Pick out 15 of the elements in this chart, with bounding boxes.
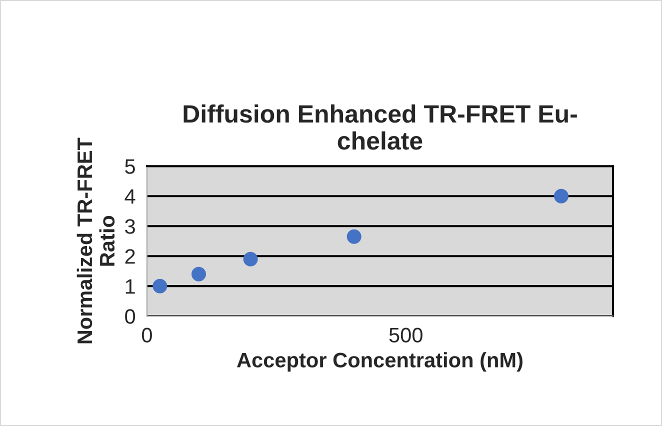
point <box>346 229 362 244</box>
x-tick-label: 500 <box>389 328 422 343</box>
y-tick-label: 5 <box>125 159 135 174</box>
x-axis-title: Acceptor Concentration (nM) <box>236 352 522 372</box>
y-tick-label: 2 <box>125 249 135 264</box>
point <box>554 188 569 204</box>
point <box>152 278 168 294</box>
point <box>191 266 206 282</box>
point <box>243 252 258 266</box>
y-tick-label: 1 <box>126 279 135 294</box>
y-axis-title: Normalized TR-FRET Ratio <box>76 138 115 344</box>
y-tick-label: 4 <box>124 189 136 204</box>
chart-title: Diffusion Enhanced TR-FRET Eu- chelate <box>184 104 577 150</box>
y-tick-label: 3 <box>125 219 135 234</box>
y-tick-label: 0 <box>125 309 136 324</box>
